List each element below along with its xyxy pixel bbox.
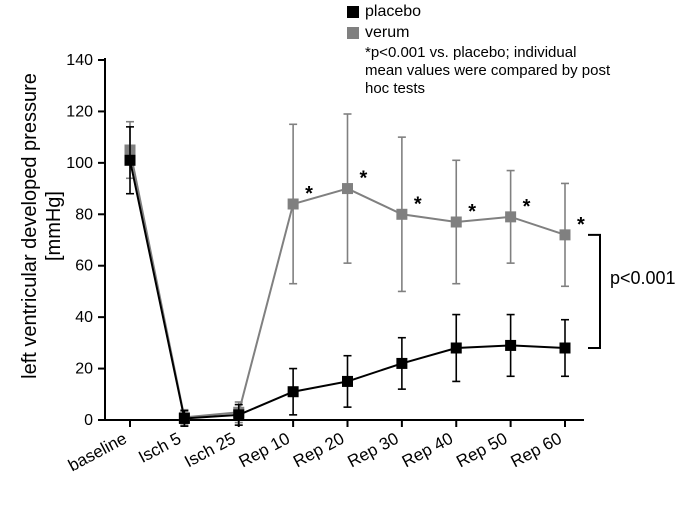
x-tick-label: Rep 30 [344, 429, 401, 472]
svg-text:40: 40 [75, 309, 93, 326]
svg-text:100: 100 [66, 155, 93, 172]
x-tick-label: baseline [65, 429, 130, 476]
svg-text:*: * [414, 193, 422, 215]
svg-text:*: * [360, 168, 368, 190]
legend-item-placebo: placebo [347, 2, 421, 23]
significance-footnote: *p<0.001 vs. placebo; individual mean va… [365, 44, 615, 98]
square-icon [347, 27, 359, 39]
y-axis-label-line1: left ventricular developed pressure [19, 73, 41, 379]
legend: placebo verum [347, 2, 421, 44]
legend-label-placebo: placebo [365, 2, 421, 23]
svg-text:60: 60 [75, 258, 93, 275]
x-tick-label: Rep 10 [236, 429, 293, 472]
x-tick-label: Rep 40 [399, 429, 456, 472]
svg-text:*: * [468, 201, 476, 223]
svg-text:120: 120 [66, 103, 93, 120]
bracket-pvalue: p<0.001 [610, 268, 676, 289]
svg-text:140: 140 [66, 52, 93, 69]
x-tick-label: Isch 25 [181, 429, 238, 472]
chart-container: left ventricular developed pressure [mmH… [0, 0, 685, 517]
x-tick-label: Rep 20 [290, 429, 347, 472]
svg-text:20: 20 [75, 361, 93, 378]
legend-item-verum: verum [347, 23, 421, 44]
x-tick-label: Rep 60 [508, 429, 565, 472]
x-tick-label: Rep 50 [453, 429, 510, 472]
square-icon [347, 6, 359, 18]
svg-text:0: 0 [84, 412, 93, 429]
legend-label-verum: verum [365, 23, 409, 44]
svg-text:*: * [305, 183, 313, 205]
svg-text:80: 80 [75, 206, 93, 223]
svg-text:*: * [523, 196, 531, 218]
y-axis-label-line2: [mmHg] [43, 191, 65, 261]
svg-text:*: * [577, 214, 585, 236]
x-tick-label: Isch 5 [135, 429, 184, 467]
